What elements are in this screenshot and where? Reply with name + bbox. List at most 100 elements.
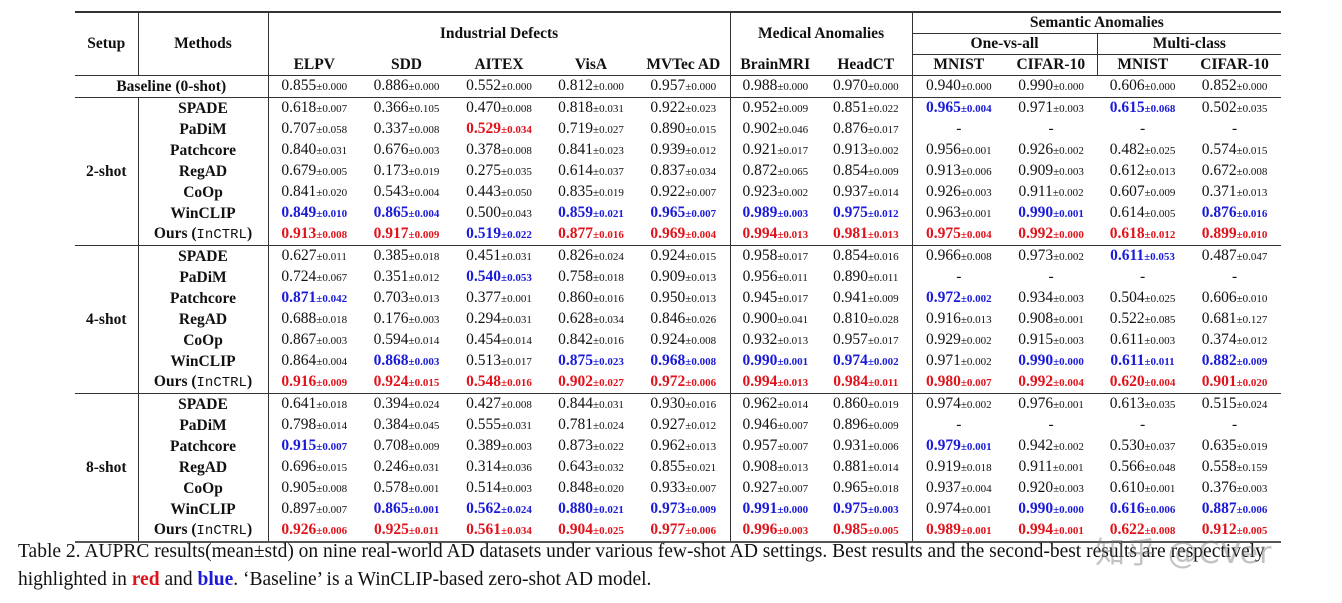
cell-mean: 0.908: [1018, 310, 1054, 327]
cell-std: ±0.000: [501, 81, 532, 93]
cell-std: ±0.004: [960, 103, 992, 115]
cell-mean: 0.842: [558, 331, 594, 348]
cell-mean: -: [956, 120, 962, 137]
cell-std: ±0.035: [1144, 399, 1176, 411]
table-cell: 0.854±0.016: [820, 246, 912, 268]
table-cell: 0.975±0.004: [911, 224, 1006, 246]
cell-mean: 0.613: [1109, 395, 1145, 412]
cell-mean: 0.923: [742, 183, 778, 200]
table-row: CoOp 0.905±0.008 0.578±0.001 0.514±0.003 0.8…: [75, 478, 1281, 499]
cell-std: ±0.022: [867, 103, 899, 115]
table-cell: 0.977±0.006: [637, 520, 731, 543]
cell-mean: 0.558: [1201, 458, 1237, 475]
cell-mean: 0.887: [1201, 500, 1237, 517]
cell-mean: 0.614: [1109, 204, 1145, 221]
cell-mean: 0.932: [742, 331, 778, 348]
method-label: SPADE: [178, 395, 228, 413]
table-cell: 0.971±0.002: [911, 351, 1006, 372]
cell-std: ±0.013: [685, 441, 717, 453]
column-header: BrainMRI: [729, 54, 821, 76]
cell-std: ±0.008: [316, 229, 348, 241]
table-cell: 0.643±0.032: [545, 457, 637, 478]
cell-mean: 0.611: [1110, 352, 1145, 369]
cell-mean: 0.990: [1018, 500, 1054, 517]
table-cell: 0.864±0.004: [267, 351, 360, 372]
cell-std: ±0.008: [685, 335, 717, 347]
cell-std: ±0.022: [501, 229, 532, 241]
cell-mean: 0.917: [373, 225, 409, 242]
cell-std: ±0.003: [1053, 293, 1084, 305]
cell-mean: 0.627: [281, 247, 317, 264]
cell-std: ±0.006: [960, 166, 992, 178]
cell-mean: 0.246: [373, 458, 409, 475]
method-name: Patchcore: [137, 140, 268, 161]
table-cell: 0.972±0.006: [637, 372, 731, 394]
table-cell: 0.915±0.003: [1005, 330, 1097, 351]
table-cell: 0.522±0.085: [1097, 309, 1188, 330]
table-cell: 0.366±0.105: [360, 98, 453, 120]
cell-std: ±0.011: [868, 272, 899, 284]
method-name: CoOp: [137, 330, 268, 351]
table-cell: 0.905±0.008: [267, 478, 360, 499]
cell-std: ±0.007: [316, 441, 348, 453]
cell-std: ±0.037: [593, 166, 624, 178]
table-cell: 0.925±0.011: [360, 520, 453, 543]
table-row: Patchcore 0.840±0.031 0.676±0.003 0.378±0.0…: [75, 140, 1281, 161]
table-cell: 0.984±0.011: [820, 372, 913, 394]
cell-mean: 0.974: [832, 352, 868, 369]
cell-mean: 0.992: [1018, 373, 1054, 390]
table-cell: 0.926±0.006: [267, 520, 360, 543]
cell-mean: 0.965: [832, 479, 868, 496]
table-cell: 0.844±0.031: [545, 394, 637, 416]
table-cell: 0.912±0.005: [1188, 520, 1282, 543]
table-cell: 0.924±0.015: [360, 372, 453, 394]
method-name: WinCLIP: [137, 203, 268, 224]
method-code-name: InCTRL: [196, 227, 247, 243]
method-label: SPADE: [178, 247, 228, 265]
table-cell: 0.314±0.036: [453, 457, 545, 478]
table-cell: 0.976±0.001: [1005, 394, 1097, 416]
cell-std: ±0.012: [1236, 335, 1268, 347]
cell-mean: 0.864: [281, 352, 317, 369]
cell-mean: 0.989: [925, 521, 961, 538]
method-label: CoOp: [183, 331, 223, 349]
table-cell: 0.696±0.015: [267, 457, 360, 478]
cell-mean: 0.846: [650, 310, 686, 327]
cell-std: ±0.001: [1053, 399, 1084, 411]
cell-std: ±0.002: [960, 335, 992, 347]
cell-std: ±0.002: [960, 399, 992, 411]
cell-mean: 0.956: [925, 141, 961, 158]
table-cell: 0.909±0.003: [1005, 161, 1097, 182]
cell-std: ±0.002: [1053, 251, 1084, 263]
table-cell: 0.724±0.067: [267, 267, 360, 288]
cell-std: ±0.026: [685, 314, 717, 326]
cell-mean: 0.930: [650, 395, 686, 412]
table-cell: 0.173±0.019: [360, 161, 453, 182]
cell-mean: 0.868: [373, 352, 409, 369]
cell-mean: 0.933: [650, 479, 686, 496]
cell-std: ±0.000: [1053, 356, 1084, 368]
cell-std: ±0.022: [593, 441, 624, 453]
table-row: CoOp 0.867±0.003 0.594±0.014 0.454±0.014 0.8…: [75, 330, 1281, 351]
table-cell: 0.990±0.001: [1005, 203, 1097, 224]
table-cell: 0.708±0.009: [360, 436, 453, 457]
cell-std: ±0.016: [685, 399, 717, 411]
method-label-end: ): [246, 521, 253, 538]
table-cell: -: [1097, 415, 1188, 436]
cell-std: ±0.000: [1236, 81, 1268, 93]
table-cell: 0.880±0.021: [545, 499, 637, 520]
table-cell: 0.958±0.017: [729, 245, 821, 267]
cell-mean: 0.378: [466, 141, 502, 158]
cell-mean: 0.781: [558, 416, 594, 433]
cell-std: ±0.016: [593, 335, 624, 347]
cell-mean: 0.931: [832, 437, 868, 454]
cell-std: ±0.001: [1052, 462, 1084, 474]
table-cell: 0.443±0.050: [453, 182, 545, 203]
cell-mean: 0.979: [925, 437, 961, 454]
cell-mean: 0.611: [1109, 331, 1145, 348]
cell-mean: 0.897: [281, 500, 317, 517]
cell-std: ±0.000: [1053, 81, 1084, 93]
table-cell: 0.855±0.021: [637, 457, 730, 478]
table-row: WinCLIP 0.897±0.007 0.865±0.001 0.562±0.024…: [75, 499, 1281, 520]
table-cell: 0.548±0.016: [453, 372, 545, 394]
